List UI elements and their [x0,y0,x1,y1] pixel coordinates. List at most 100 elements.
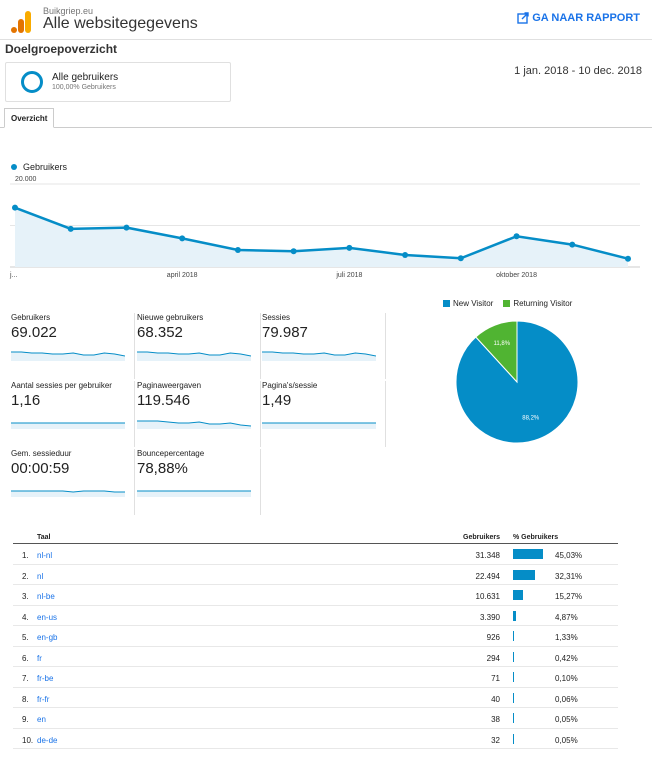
metric-card[interactable]: Gem. sessieduur 00:00:59 [11,449,135,515]
share-bar [513,549,543,559]
view-name[interactable]: Alle websitegegevens [43,15,198,32]
row-pct: 45,03% [555,551,583,560]
segment-ring-icon [21,71,43,93]
language-link[interactable]: fr-fr [37,694,50,704]
table-row: 6. fr 294 0,42% [13,647,618,667]
sparkline-line [137,420,251,427]
go-to-report-link[interactable]: GA NAAR RAPPORT [517,12,640,24]
pie-slice[interactable] [455,320,579,444]
row-pct: 32,31% [555,571,583,581]
metric-card[interactable]: Aantal sessies per gebruiker 1,16 [11,381,135,447]
pie-legend-returning: Returning Visitor [503,299,572,308]
metric-card[interactable]: Paginaweergaven 119.546 [137,381,261,447]
data-point[interactable] [123,224,130,231]
pie-slice[interactable] [475,320,518,384]
row-pct: 4,87% [555,612,578,622]
metric-value: 00:00:59 [11,460,70,477]
th-pct-users: % Gebruikers [513,534,559,541]
segment-share: 100,00% Gebruikers [52,84,116,91]
y-tick-label: 20.000 [15,176,37,183]
metric-card[interactable]: Bouncepercentage 78,88% [137,449,261,515]
row-users: 926 [486,633,500,642]
sparkline-fill [262,423,376,429]
metric-value: 1,49 [262,392,292,409]
data-point[interactable] [346,244,353,251]
pie-legend-new: New Visitor [443,299,493,308]
report-header: Buikgriep.eu Alle websitegegevens GA NAA… [0,0,652,40]
table-row: 9. en 38 0,05% [13,708,618,729]
row-pct: 0,10% [555,674,578,683]
data-point[interactable] [625,255,631,262]
sparkline [137,490,251,497]
row-rank: 10. [22,735,34,745]
returning-visitor-swatch [503,300,511,307]
language-link[interactable]: nl-nl [37,551,53,560]
language-link[interactable]: nl [37,571,44,581]
row-users: 71 [491,674,500,683]
table-header: Taal Gebruikers % Gebruikers [13,531,618,544]
row-rank: 1. [22,551,29,560]
sparkline-line [11,490,125,493]
sparkline [262,351,376,361]
data-point[interactable] [569,241,576,248]
metric-card[interactable]: Gebruikers 69.022 [11,313,135,379]
row-users: 31.348 [475,551,500,560]
sparkline-fill [137,491,251,497]
row-rank: 7. [22,674,29,683]
date-range[interactable]: 1 jan. 2018 - 10 dec. 2018 [514,65,642,77]
data-point[interactable] [179,235,186,242]
data-point[interactable] [402,251,409,258]
metric-label: Gem. sessieduur [11,449,72,458]
share-bar-track [513,692,543,703]
language-link[interactable]: nl-be [37,592,55,601]
data-point[interactable] [513,233,520,240]
metric-card[interactable]: Sessies 79.987 [262,313,386,379]
row-pct: 0,06% [555,694,578,704]
sparkline [137,351,251,361]
pie-slice-label: 88,2% [522,415,540,421]
share-bar-track [513,569,543,580]
sparkline-fill [11,423,125,429]
share-bar [513,733,514,744]
share-bar [513,713,514,723]
sparkline [11,490,125,497]
language-link[interactable]: fr [37,653,42,663]
th-users: Gebruikers [463,534,500,541]
share-bar-track [513,549,543,559]
share-bar-track [513,672,543,682]
language-link[interactable]: en-gb [37,633,58,642]
pie-legend: New Visitor Returning Visitor [443,299,572,308]
chart-legend: Gebruikers [11,162,67,172]
analytics-logo-icon [11,11,31,33]
sparkline [11,422,125,429]
data-point[interactable] [290,248,297,255]
row-pct: 15,27% [555,592,583,601]
share-bar-track [513,590,543,600]
row-pct: 1,33% [555,633,578,642]
row-rank: 9. [22,715,29,724]
share-bar [513,672,514,682]
th-language: Taal [37,534,51,541]
language-link[interactable]: de-de [37,735,58,745]
open-external-icon [517,12,529,24]
data-point[interactable] [12,204,18,211]
language-link[interactable]: en-us [37,612,58,622]
segment-selector[interactable]: Alle gebruikers 100,00% Gebruikers [5,62,231,102]
area-fill [15,207,628,267]
metric-label: Bouncepercentage [137,449,205,458]
table-row: 3. nl-be 10.631 15,27% [13,585,618,606]
tab-overzicht[interactable]: Overzicht [4,108,55,128]
x-tick-label: juli 2018 [335,272,362,279]
data-point[interactable] [457,255,464,262]
x-tick-label: oktober 2018 [496,272,537,279]
language-link[interactable]: fr-be [37,674,54,683]
metric-value: 78,88% [137,460,188,477]
metric-value: 69.022 [11,324,57,341]
language-link[interactable]: en [37,715,46,724]
new-visitor-swatch [443,300,450,307]
metric-card[interactable]: Nieuwe gebruikers 68.352 [137,313,261,379]
metric-value: 119.546 [137,392,191,409]
data-point[interactable] [234,246,241,253]
metric-card[interactable]: Pagina's/sessie 1,49 [262,381,386,447]
data-point[interactable] [67,225,74,232]
